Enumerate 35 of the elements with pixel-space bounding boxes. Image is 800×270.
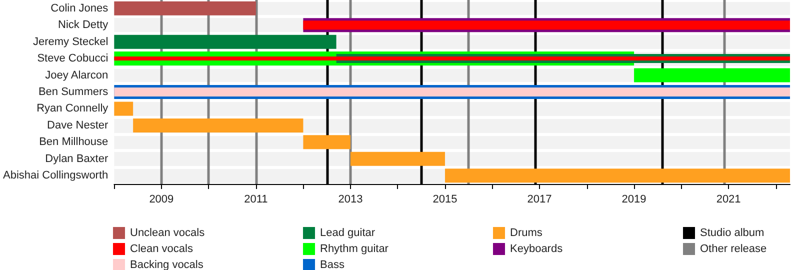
bar: [133, 118, 304, 132]
y-tick-label: Nick Detty: [58, 19, 109, 32]
bar: [114, 1, 256, 16]
y-tick-label: Ryan Connelly: [36, 102, 109, 115]
x-tick-label: 2013: [338, 194, 363, 206]
x-tick-label: 2019: [622, 194, 646, 206]
legend-label: Unclean vocals: [130, 227, 206, 239]
y-tick-label: Joey Alarcon: [45, 69, 108, 82]
legend-label: Drums: [510, 227, 543, 239]
y-tick-label: Ben Summers: [38, 86, 109, 98]
y-tick-label: Colin Jones: [50, 2, 109, 14]
y-tick-label: Dylan Baxter: [45, 152, 108, 165]
y-tick-label: Abishai Collingsworth: [2, 170, 108, 182]
legend-label: Other release: [700, 243, 767, 255]
legend-label: Studio album: [700, 227, 764, 239]
y-tick-label: Steve Cobucci: [37, 52, 108, 65]
x-tick-label: 2011: [244, 194, 268, 206]
x-tick-label: 2017: [527, 194, 552, 206]
legend-label: Keyboards: [510, 243, 564, 255]
legend-label: Lead guitar: [320, 227, 376, 239]
y-tick-label: Ben Millhouse: [39, 136, 108, 148]
bar: [303, 135, 350, 150]
y-tick-label: Jeremy Steckel: [32, 36, 108, 48]
x-tick-label: 2021: [716, 194, 741, 206]
bar: [114, 88, 790, 96]
legend-label: Rhythm guitar: [320, 243, 389, 255]
legend-label: Clean vocals: [130, 243, 194, 255]
y-tick-label: Dave Nester: [47, 119, 108, 132]
legend-label: Bass: [320, 259, 345, 270]
bar: [114, 102, 134, 116]
x-tick-label: 2015: [432, 194, 458, 206]
bar: [350, 152, 445, 166]
legend-label: Backing vocals: [130, 259, 204, 270]
bar: [634, 68, 790, 82]
x-tick-label: 2009: [149, 194, 174, 206]
